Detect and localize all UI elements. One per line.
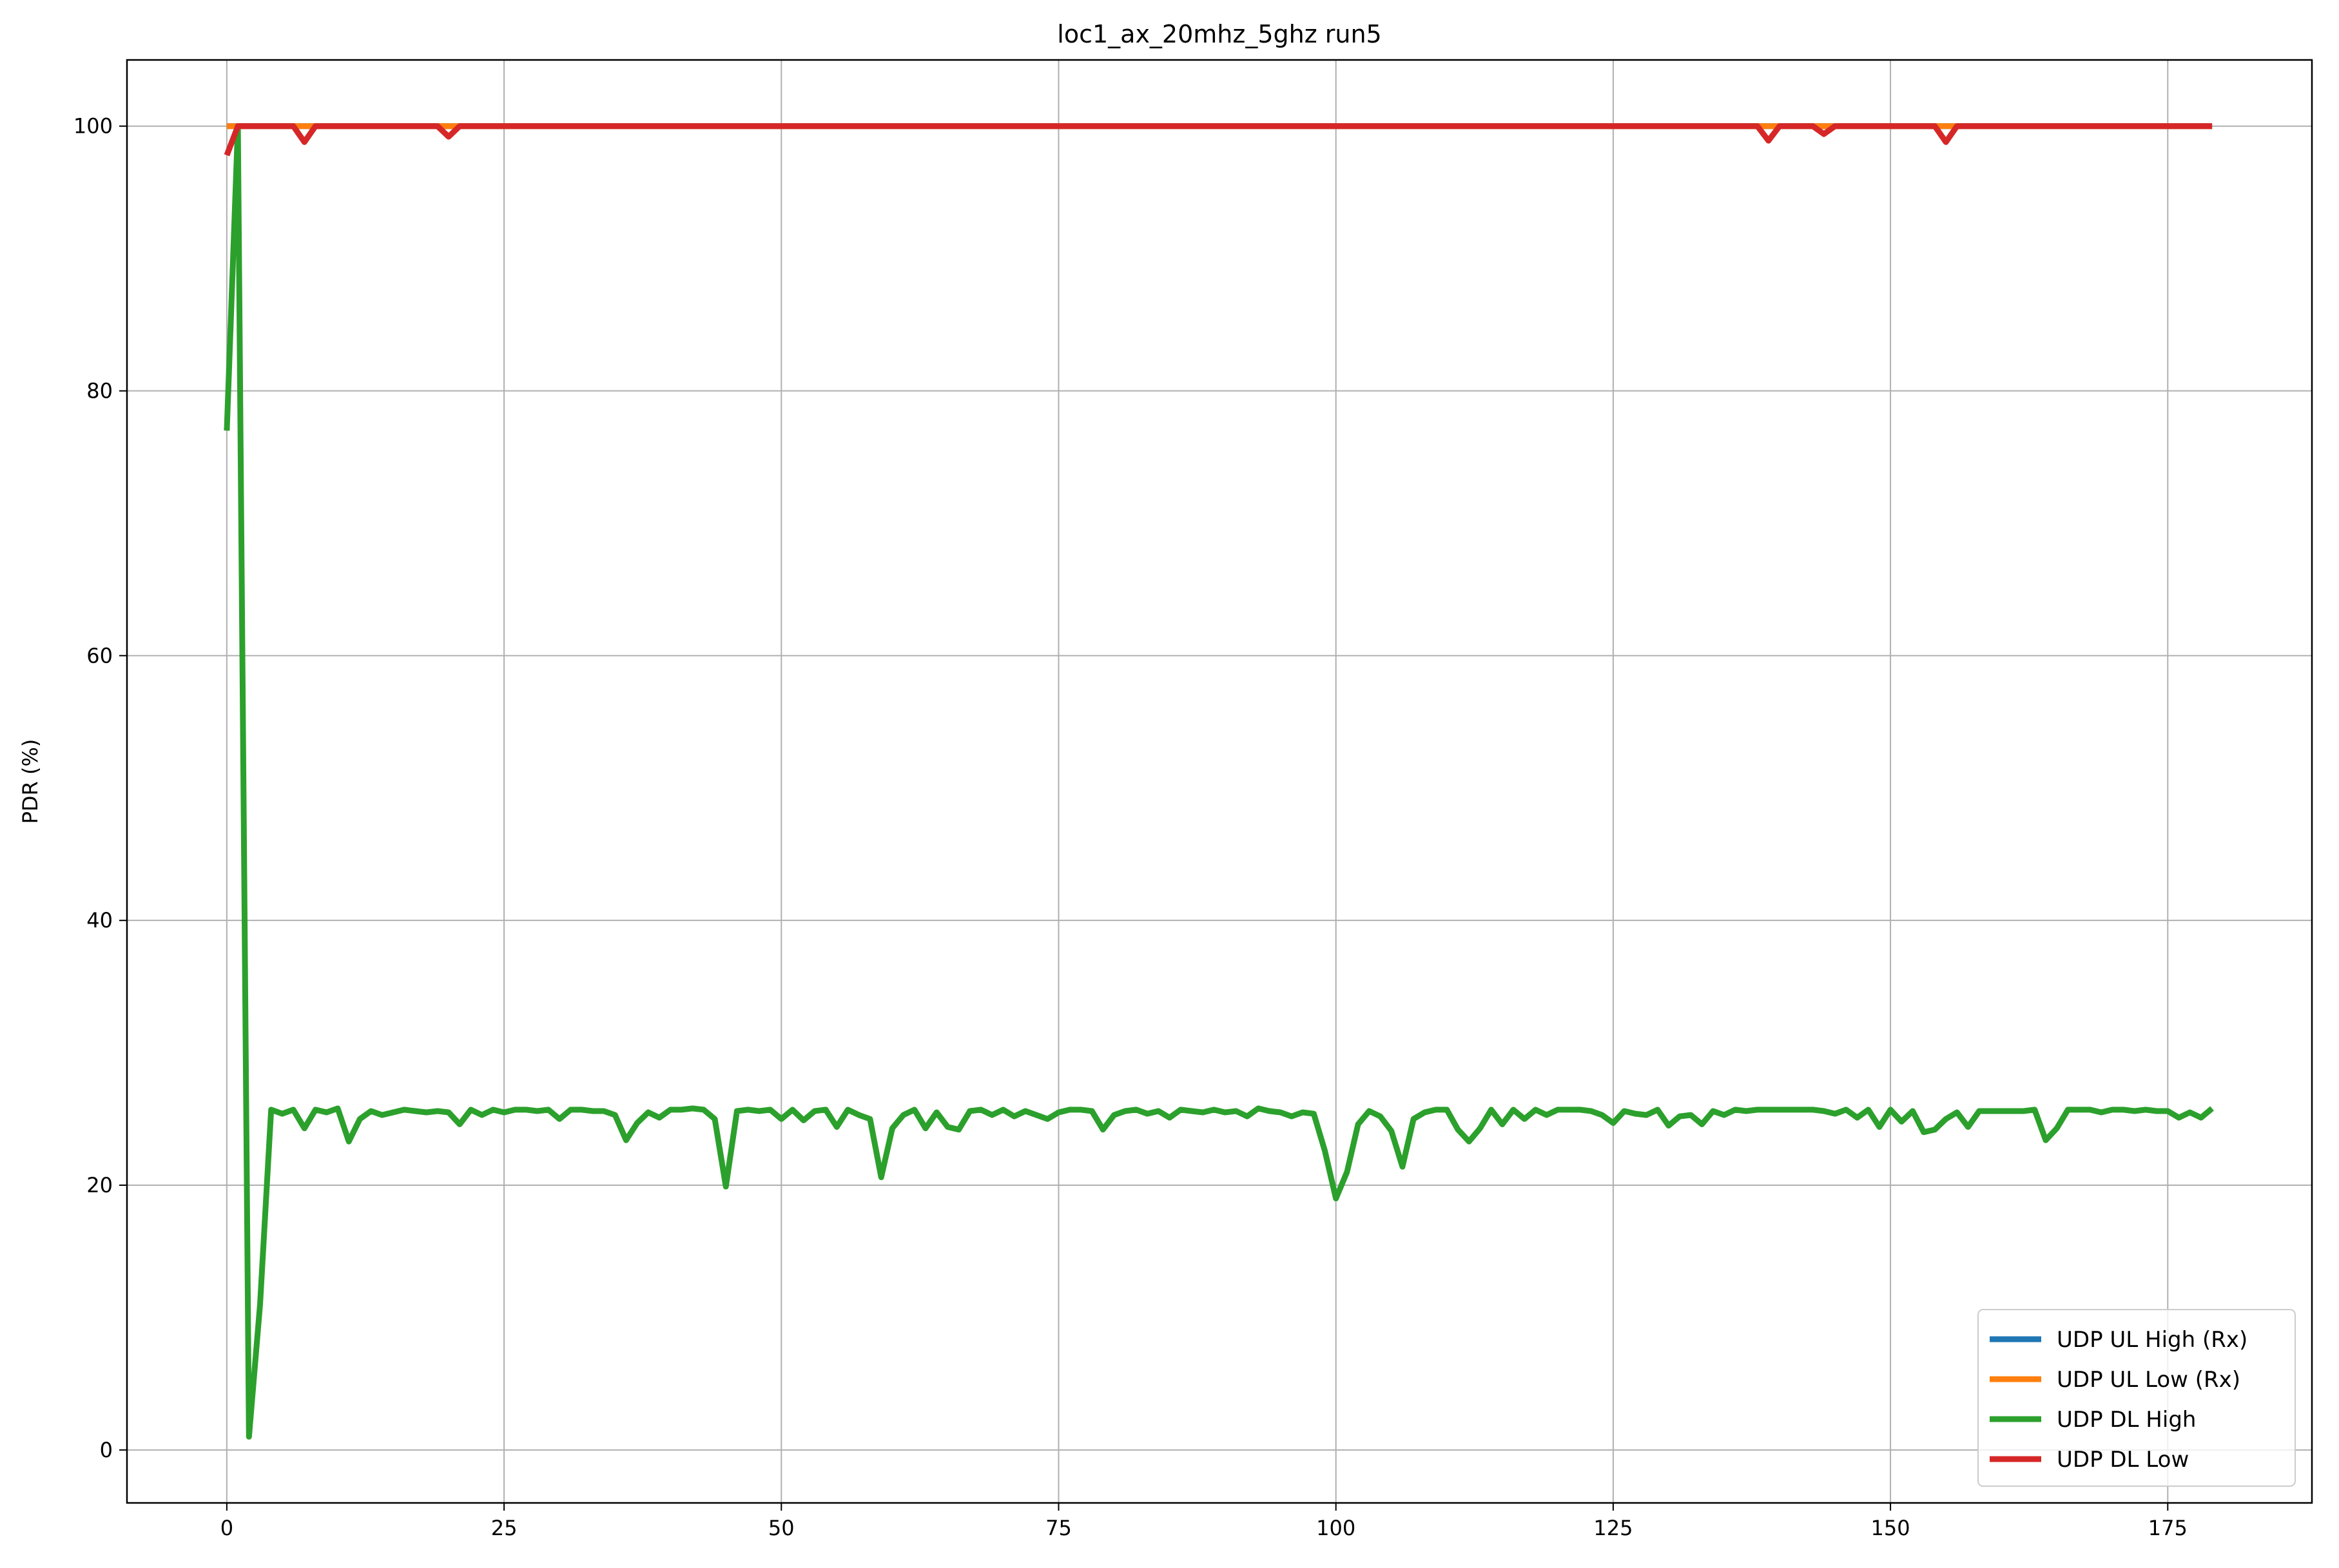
x-tick-label: 25 [491, 1516, 518, 1540]
x-tick-label: 125 [1593, 1516, 1633, 1540]
y-tick-label: 100 [73, 114, 113, 139]
x-tick-label: 0 [220, 1516, 233, 1540]
y-tick-label: 0 [100, 1438, 113, 1462]
y-tick-label: 40 [86, 908, 113, 933]
y-tick-label: 60 [86, 643, 113, 668]
x-tick-label: 100 [1316, 1516, 1355, 1540]
legend-label: UDP UL High (Rx) [2057, 1327, 2247, 1353]
x-tick-label: 75 [1045, 1516, 1072, 1540]
legend: UDP UL High (Rx) UDP UL Low (Rx) UDP DL Hi… [1978, 1310, 2295, 1486]
legend-label: UDP UL Low (Rx) [2057, 1367, 2240, 1393]
legend-label: UDP DL Low [2057, 1447, 2189, 1473]
y-tick-label: 20 [86, 1173, 113, 1197]
x-tick-label: 150 [1871, 1516, 1910, 1540]
y-axis-label: PDR (%) [18, 739, 43, 824]
y-tick-label: 80 [86, 379, 113, 403]
chart-title: loc1_ax_20mhz_5ghz run5 [1057, 20, 1381, 48]
x-tick-label: 175 [2148, 1516, 2188, 1540]
legend-label: UDP DL High [2057, 1407, 2196, 1433]
x-tick-label: 50 [768, 1516, 795, 1540]
